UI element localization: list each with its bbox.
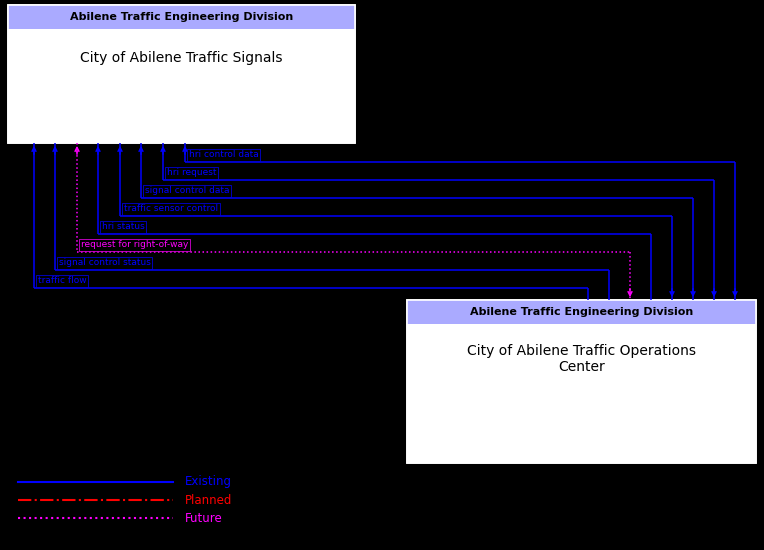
Bar <box>407 300 756 463</box>
Bar <box>8 5 355 29</box>
Bar <box>8 5 355 143</box>
Text: City of Abilene Traffic Signals: City of Abilene Traffic Signals <box>80 51 283 64</box>
Text: signal control data: signal control data <box>145 186 229 195</box>
Text: request for right-of-way: request for right-of-way <box>81 240 188 249</box>
Text: Existing: Existing <box>184 476 231 488</box>
Text: Planned: Planned <box>184 493 231 507</box>
Text: hri request: hri request <box>167 168 216 177</box>
Text: City of Abilene Traffic Operations
Center: City of Abilene Traffic Operations Cente… <box>467 344 696 374</box>
Text: signal control status: signal control status <box>59 258 151 267</box>
Text: Abilene Traffic Engineering Division: Abilene Traffic Engineering Division <box>70 12 293 22</box>
Bar <box>407 300 756 463</box>
Text: Abilene Traffic Engineering Division: Abilene Traffic Engineering Division <box>470 307 693 317</box>
Bar <box>407 300 756 324</box>
Text: hri status: hri status <box>102 222 144 231</box>
Text: Future: Future <box>184 512 222 525</box>
Text: hri control data: hri control data <box>189 150 258 159</box>
Text: traffic sensor control: traffic sensor control <box>124 204 218 213</box>
Bar <box>8 5 355 143</box>
Text: traffic flow: traffic flow <box>38 276 86 285</box>
